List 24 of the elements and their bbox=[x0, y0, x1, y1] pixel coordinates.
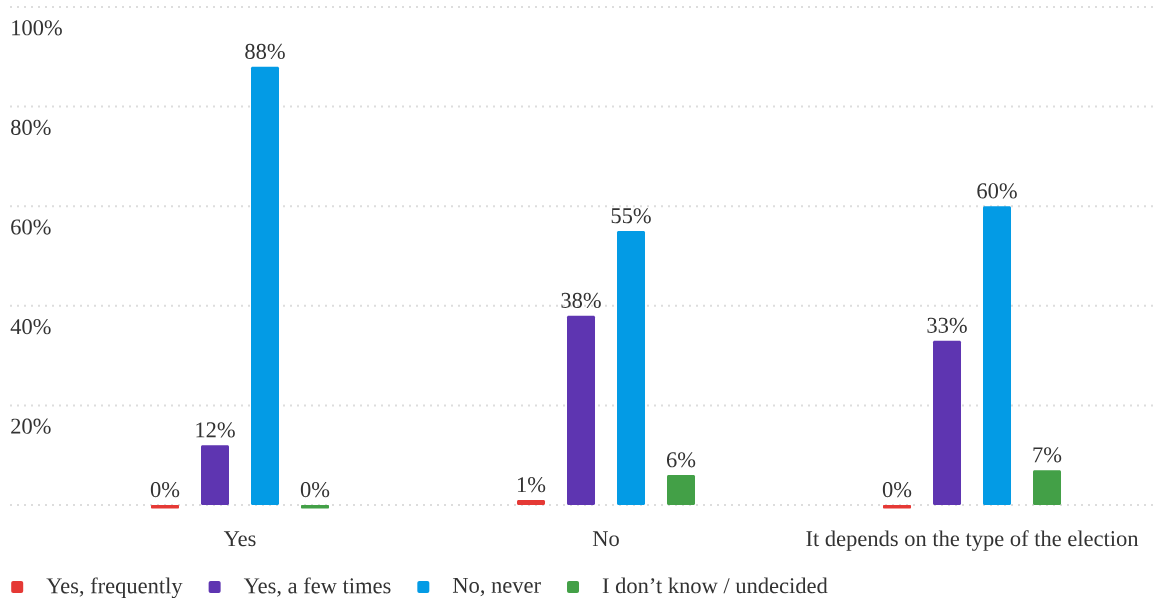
data-label: 38% bbox=[561, 292, 601, 309]
data-label: 88% bbox=[245, 43, 285, 60]
data-label: 7% bbox=[1033, 447, 1062, 463]
y-tick-label: 60% bbox=[11, 219, 51, 235]
legend-label: Yes, frequently bbox=[46, 577, 183, 599]
data-label: 12% bbox=[196, 422, 235, 438]
data-label: 33% bbox=[927, 317, 967, 333]
y-tick-label: 40% bbox=[10, 318, 51, 335]
data-label: 6% bbox=[666, 452, 696, 468]
data-label: 0% bbox=[300, 482, 330, 498]
legend-label: Yes, a few times bbox=[243, 577, 391, 597]
x-tick-label: No bbox=[592, 531, 619, 547]
y-tick-label: 100% bbox=[12, 20, 62, 36]
data-label: 60% bbox=[977, 183, 1017, 199]
y-tick-label: 20% bbox=[11, 418, 51, 434]
data-label: 55% bbox=[611, 208, 651, 224]
x-tick-label: It depends on the type of the election bbox=[806, 530, 1139, 551]
data-label: 0% bbox=[882, 482, 912, 498]
legend-label: No, never bbox=[452, 577, 541, 597]
x-tick-label: Yes bbox=[223, 531, 256, 547]
y-tick-label: 80% bbox=[11, 119, 51, 136]
data-label: 0% bbox=[150, 482, 180, 498]
data-label: 1% bbox=[517, 477, 546, 493]
legend-label: I don’t know / undecided bbox=[602, 577, 828, 594]
